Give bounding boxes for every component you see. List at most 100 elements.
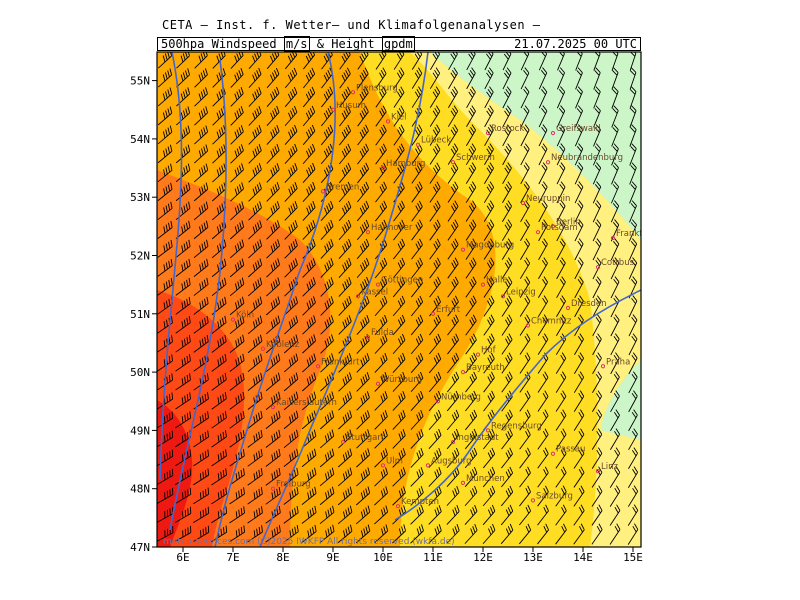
- wind-barb: [229, 258, 245, 278]
- wind-barb: [319, 410, 335, 430]
- wind-barb: [574, 162, 584, 185]
- wind-barb: [175, 182, 191, 202]
- wind-barb: [465, 200, 477, 222]
- wind-barb: [429, 257, 441, 279]
- wind-barb: [574, 143, 584, 166]
- wind-barb: [447, 124, 459, 146]
- wind-barb: [392, 410, 406, 430]
- wind-barb: [157, 506, 174, 523]
- city-marker: [260, 346, 266, 351]
- wind-barb: [429, 200, 441, 222]
- wind-barb: [448, 86, 458, 108]
- wind-barb: [519, 295, 531, 317]
- city-label: Nürnberg: [441, 392, 481, 402]
- wind-barb: [247, 296, 263, 316]
- wind-barb: [357, 124, 369, 146]
- wind-barb: [519, 466, 531, 488]
- city-marker: [375, 381, 381, 386]
- wind-barb: [429, 124, 441, 146]
- wind-barb: [193, 315, 209, 334]
- wind-barb: [283, 410, 299, 430]
- wind-barb: [211, 220, 227, 240]
- wind-barb: [611, 86, 619, 109]
- wind-barb: [520, 143, 530, 166]
- wind-barb: [574, 314, 584, 337]
- wind-barbs: [157, 52, 639, 545]
- wind-barb: [448, 52, 458, 71]
- wind-barb: [356, 334, 370, 354]
- wind-barb: [556, 162, 566, 185]
- wind-barb: [537, 390, 549, 412]
- wind-barb: [610, 238, 620, 261]
- wind-barb: [193, 411, 209, 429]
- wind-barb: [610, 276, 620, 299]
- wind-barb: [356, 391, 370, 411]
- wind-barb: [302, 296, 316, 316]
- wind-barb: [575, 105, 583, 128]
- wind-barb: [410, 390, 424, 411]
- wind-barb: [338, 410, 353, 430]
- city-marker: [320, 189, 326, 194]
- wind-barb: [465, 295, 477, 317]
- wind-barb: [157, 144, 173, 164]
- wind-barb: [628, 428, 638, 451]
- city-marker: [230, 317, 236, 322]
- wind-barb: [357, 86, 369, 108]
- wind-barb: [429, 238, 441, 260]
- wind-barb: [337, 524, 353, 544]
- wind-barb: [265, 372, 281, 392]
- lat-label: 51N: [130, 308, 150, 321]
- wind-barb: [229, 487, 245, 505]
- city-marker: [520, 200, 526, 206]
- wind-barb: [375, 181, 387, 203]
- wind-barb: [520, 162, 530, 185]
- wind-barb: [319, 467, 335, 487]
- wind-barb: [610, 371, 620, 394]
- wind-barb: [193, 163, 209, 183]
- wind-barb: [302, 277, 316, 297]
- city-marker: [460, 480, 466, 485]
- wind-barb: [212, 125, 226, 145]
- wind-barb: [629, 143, 637, 166]
- city-marker: [595, 265, 601, 270]
- wind-barb: [319, 505, 335, 525]
- wind-barb: [211, 372, 227, 391]
- city-label: Kassel: [361, 287, 388, 297]
- wind-barb: [556, 276, 566, 299]
- wind-barb: [410, 505, 424, 525]
- wind-barb: [502, 124, 512, 147]
- wind-barb: [574, 238, 584, 261]
- wind-barb: [337, 486, 353, 506]
- wind-barb: [320, 315, 334, 335]
- wind-barb: [375, 105, 387, 127]
- wind-barb: [175, 163, 191, 183]
- wind-barb: [266, 67, 280, 89]
- wind-barb: [248, 125, 262, 145]
- city-marker: [270, 486, 276, 491]
- wind-barb: [319, 448, 335, 468]
- wind-barb: [591, 428, 603, 450]
- wind-barb: [627, 504, 639, 526]
- wind-barb: [502, 67, 512, 90]
- wind-barb: [338, 391, 352, 411]
- wind-barb: [212, 87, 226, 107]
- wind-barb: [284, 201, 298, 221]
- wind-barb: [520, 219, 530, 242]
- wind-barb: [429, 181, 441, 203]
- wind-barb: [537, 485, 549, 507]
- field-level: 500hpa: [161, 37, 205, 51]
- wind-barb: [610, 257, 620, 280]
- wind-barb: [465, 333, 477, 355]
- wind-barb: [593, 67, 601, 90]
- wind-barb: [592, 333, 602, 356]
- wind-barb: [520, 67, 530, 90]
- city-marker: [435, 399, 441, 404]
- wind-barb: [284, 105, 298, 127]
- wind-barb: [338, 257, 352, 278]
- wind-barb: [446, 371, 460, 393]
- wind-barb: [157, 335, 173, 353]
- height-contour-3: [214, 52, 336, 547]
- wind-barb: [392, 429, 406, 449]
- wind-barb: [265, 391, 281, 411]
- wind-barb: [555, 409, 567, 431]
